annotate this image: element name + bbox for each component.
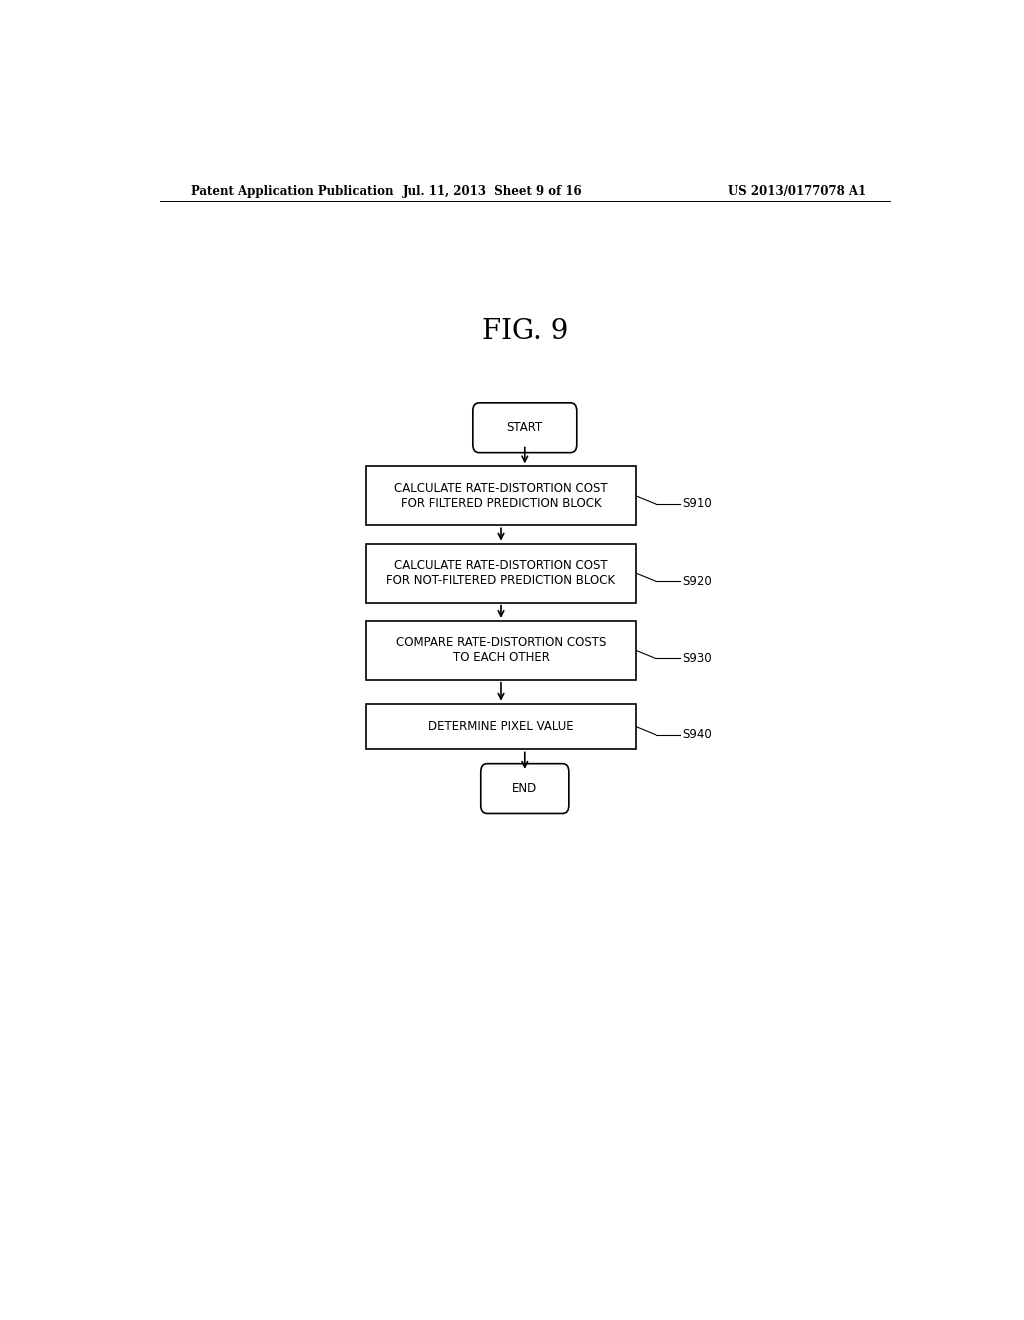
FancyBboxPatch shape [473,403,577,453]
Text: FIG. 9: FIG. 9 [481,318,568,345]
Text: DETERMINE PIXEL VALUE: DETERMINE PIXEL VALUE [428,721,573,733]
Bar [366,620,636,680]
Text: START: START [507,421,543,434]
Text: S910: S910 [682,498,712,511]
Text: Patent Application Publication: Patent Application Publication [191,185,394,198]
Text: END: END [512,781,538,795]
Bar [366,466,636,525]
Text: CALCULATE RATE-DISTORTION COST
FOR NOT-FILTERED PREDICTION BLOCK: CALCULATE RATE-DISTORTION COST FOR NOT-F… [386,560,615,587]
Bar [366,704,636,750]
Text: US 2013/0177078 A1: US 2013/0177078 A1 [728,185,866,198]
Text: CALCULATE RATE-DISTORTION COST
FOR FILTERED PREDICTION BLOCK: CALCULATE RATE-DISTORTION COST FOR FILTE… [394,482,608,510]
Text: S930: S930 [682,652,712,665]
Text: S940: S940 [682,729,712,742]
Bar [366,544,636,602]
Text: COMPARE RATE-DISTORTION COSTS
TO EACH OTHER: COMPARE RATE-DISTORTION COSTS TO EACH OT… [396,636,606,664]
FancyBboxPatch shape [480,764,569,813]
Text: S920: S920 [682,574,712,587]
Text: Jul. 11, 2013  Sheet 9 of 16: Jul. 11, 2013 Sheet 9 of 16 [403,185,583,198]
